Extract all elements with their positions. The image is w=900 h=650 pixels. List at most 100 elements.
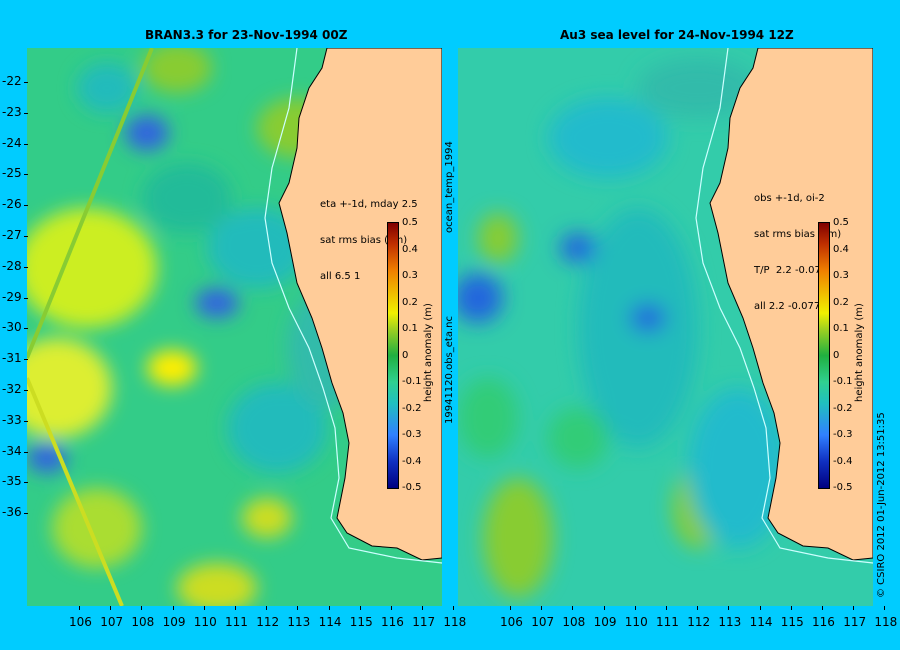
x-axis-label: 112: [256, 615, 280, 629]
y-axis-tick: [24, 451, 28, 453]
x-axis-label: 106: [500, 615, 523, 629]
x-axis-tick: [110, 606, 112, 610]
y-axis-label: -22: [2, 74, 22, 88]
y-axis-tick: [24, 236, 28, 237]
colorbar-tick-label: -0.1: [402, 376, 422, 387]
x-axis-tick: [603, 606, 605, 610]
right-panel-title: Au3 sea level for 24-Nov-1994 12Z: [560, 28, 794, 42]
info-line: obs +-1d, oi-2: [754, 193, 825, 204]
x-axis-label: 111: [225, 615, 248, 629]
info-line: T/P 2.2 -0.077: [754, 265, 828, 276]
middle-top-text: ocean_temp_1994: [444, 141, 455, 233]
x-axis-label: 115: [349, 615, 373, 629]
shelf-contour: [264, 48, 442, 564]
y-axis-tick: [24, 359, 28, 361]
colorbar-tick-label: -0.3: [833, 429, 853, 440]
x-axis-label: 108: [562, 615, 586, 629]
x-axis-tick: [297, 606, 299, 610]
y-axis-label: -29: [2, 289, 22, 304]
colorbar-tick-label: 0.1: [833, 323, 849, 334]
x-axis-label: 110: [193, 615, 217, 629]
y-axis-label: -33: [2, 412, 22, 427]
x-axis-label: 111: [656, 615, 679, 629]
x-axis-tick: [203, 606, 205, 610]
x-axis-tick: [391, 606, 392, 610]
y-axis-label: -26: [2, 197, 22, 212]
left-panel-title: BRAN3.3 for 23-Nov-1994 00Z: [145, 28, 348, 42]
y-axis-tick: [24, 297, 28, 299]
x-axis-tick: [884, 606, 886, 610]
colorbar-tick-label: 0: [833, 349, 840, 361]
x-axis-label: 117: [843, 615, 867, 629]
colorbar-tick-label: 0.3: [833, 270, 849, 281]
x-axis-label: 107: [100, 615, 124, 629]
colorbar-tick-label: 0.4: [833, 243, 849, 255]
colorbar-tick-label: -0.3: [402, 429, 422, 440]
x-axis-tick: [328, 606, 330, 610]
x-axis-label: 114: [749, 615, 773, 629]
info-line: eta +-1d, mday 2.5: [320, 199, 418, 210]
x-axis-tick: [422, 606, 424, 610]
x-axis-label: 118: [874, 615, 898, 629]
x-axis-tick: [79, 606, 80, 610]
left-map-panel: [27, 48, 442, 606]
x-axis-label: 109: [593, 615, 617, 629]
colorbar-tick-label: 0.2: [833, 296, 849, 308]
right-map-panel: [458, 48, 873, 606]
y-axis-label: -36: [2, 505, 22, 520]
left-colorbar-label: height anomaly (m): [423, 303, 434, 402]
x-axis-label: 109: [162, 615, 186, 629]
y-axis-tick: [24, 266, 28, 268]
colorbar-tick-label: 0.3: [402, 270, 418, 281]
track-line: [27, 48, 154, 359]
x-axis-label: 108: [131, 615, 155, 629]
x-axis-label: 106: [69, 615, 92, 629]
x-axis-label: 113: [718, 615, 742, 629]
right-anomaly-field: [458, 58, 788, 598]
shelf-contour: [695, 48, 873, 564]
x-axis-label: 110: [624, 615, 648, 629]
x-axis-tick: [359, 606, 361, 610]
colorbar-tick-label: 0: [402, 349, 409, 361]
y-axis-label: -34: [2, 443, 22, 458]
colorbar-tick-label: -0.1: [833, 376, 853, 387]
middle-bottom-text: 19941120.obs_eta.nc: [444, 316, 455, 424]
x-axis-tick: [266, 606, 268, 610]
y-axis-label: -27: [2, 228, 22, 242]
colorbar-tick-label: 0.5: [833, 217, 849, 228]
x-axis-label: 116: [381, 615, 404, 629]
x-axis-tick: [235, 606, 236, 610]
colorbar-tick-label: -0.5: [402, 482, 422, 493]
x-axis-tick: [790, 606, 792, 610]
left-colorbar: [387, 222, 399, 489]
land-mass: [709, 48, 873, 561]
y-axis-tick: [24, 390, 28, 391]
x-axis-tick: [572, 606, 574, 610]
colorbar-tick-label: -0.2: [833, 402, 853, 414]
y-axis-label: -24: [2, 135, 22, 150]
x-axis-tick: [541, 606, 543, 610]
x-axis-label: 118: [443, 615, 467, 629]
x-axis-tick: [141, 606, 143, 610]
x-axis-tick: [172, 606, 174, 610]
y-axis-tick: [24, 82, 28, 83]
x-axis-label: 117: [412, 615, 436, 629]
x-axis-label: 116: [812, 615, 835, 629]
colorbar-tick-label: 0.4: [402, 243, 418, 255]
info-line: all 2.2 -0.077: [754, 301, 821, 312]
y-axis-tick: [24, 143, 28, 145]
y-axis-tick: [24, 174, 28, 176]
y-axis-tick: [24, 482, 28, 484]
x-axis-label: 113: [287, 615, 311, 629]
x-axis-tick: [822, 606, 823, 610]
track-line: [27, 377, 124, 606]
colorbar-tick-label: -0.4: [402, 455, 422, 467]
y-axis-tick: [24, 205, 28, 207]
x-axis-label: 107: [531, 615, 555, 629]
x-axis-tick: [728, 606, 730, 610]
right-info-text: obs +-1d, oi-2 sat rms bias (cm) T/P 2.2…: [754, 169, 841, 325]
x-axis-tick: [634, 606, 636, 610]
left-map-svg: [27, 48, 442, 606]
colorbar-tick-label: 0.5: [402, 217, 418, 228]
y-axis-tick: [24, 112, 28, 114]
